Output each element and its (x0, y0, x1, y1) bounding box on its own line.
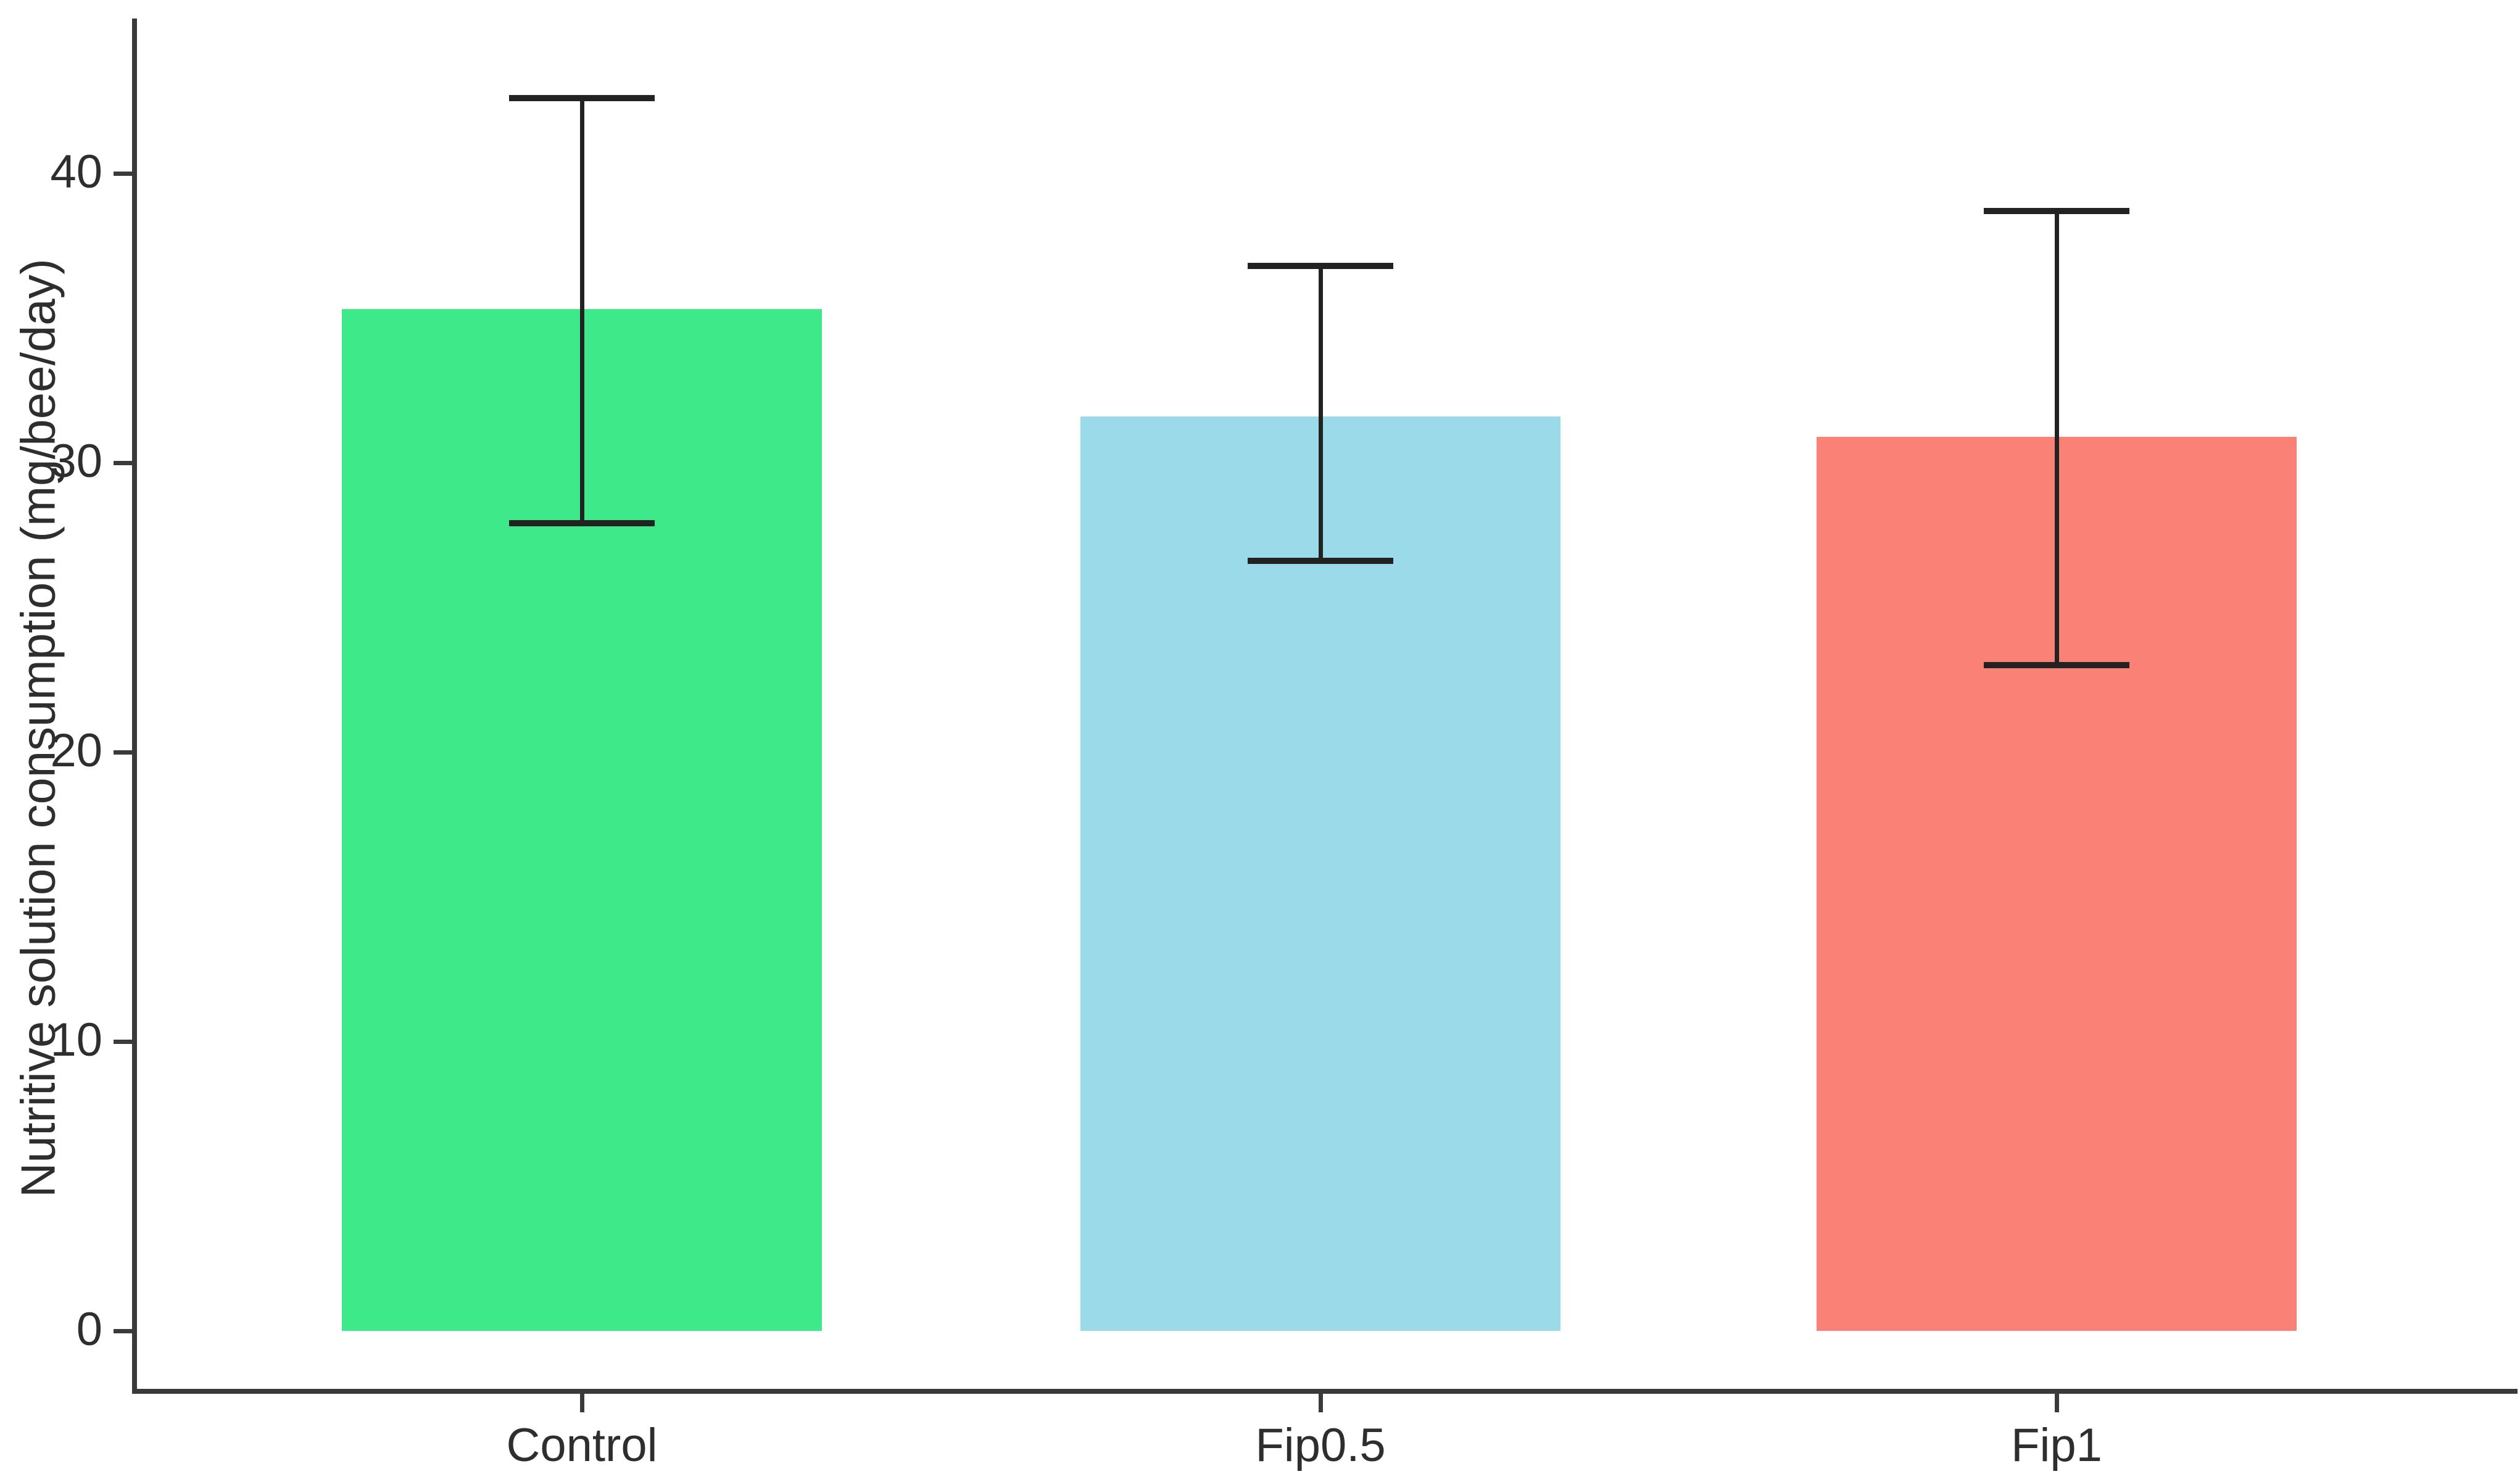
x-tick (579, 1394, 584, 1412)
error-bar-cap-top (1248, 263, 1393, 270)
x-tick-label: Fip1 (2011, 1419, 2102, 1472)
y-tick (114, 460, 132, 465)
y-tick-label: 40 (50, 146, 102, 199)
x-tick (1318, 1394, 1323, 1412)
error-bar-cap-bottom (509, 520, 655, 527)
x-tick-label: Fip0.5 (1255, 1419, 1386, 1472)
error-bar-stem (579, 98, 584, 524)
x-tick (2054, 1394, 2059, 1412)
y-tick-label: 30 (50, 435, 102, 488)
y-tick (114, 1039, 132, 1044)
y-tick (114, 1328, 132, 1333)
error-bar-stem (2054, 210, 2059, 666)
error-bar-cap-top (509, 95, 655, 102)
x-axis-line (132, 1389, 2518, 1394)
y-tick (114, 171, 132, 176)
x-tick-label: Control (506, 1419, 658, 1472)
error-bar-stem (1318, 266, 1323, 561)
y-tick (114, 750, 132, 755)
error-bar-cap-bottom (1984, 662, 2129, 669)
y-tick-label: 10 (50, 1014, 102, 1067)
y-tick-label: 20 (50, 724, 102, 777)
bar-fip05 (1080, 416, 1560, 1331)
error-bar-cap-bottom (1248, 558, 1393, 565)
y-axis-line (132, 19, 137, 1394)
y-tick-label: 0 (76, 1303, 102, 1356)
error-bar-cap-top (1984, 207, 2129, 214)
